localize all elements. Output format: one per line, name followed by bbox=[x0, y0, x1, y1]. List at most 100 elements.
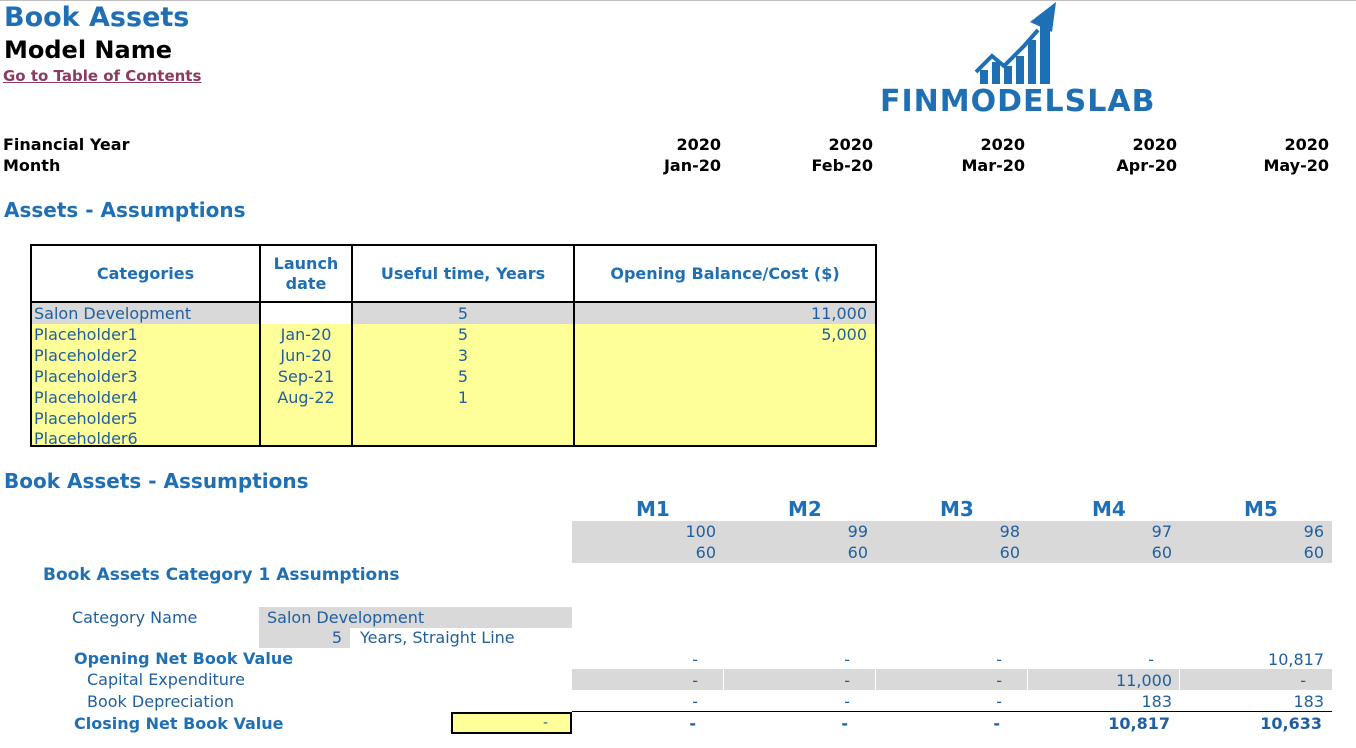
month-cell: May-20 bbox=[1263, 156, 1329, 175]
opening-cell[interactable] bbox=[575, 387, 875, 408]
opening-cell[interactable] bbox=[575, 429, 875, 445]
launch-cell[interactable]: Jun-20 bbox=[261, 345, 351, 366]
capex-cell: - bbox=[1300, 671, 1306, 690]
useful-cell[interactable] bbox=[353, 429, 573, 445]
category-1-title: Book Assets Category 1 Assumptions bbox=[43, 565, 400, 585]
category-cell[interactable]: Placeholder6 bbox=[32, 429, 259, 448]
closing-nbv-cell: - bbox=[689, 714, 696, 733]
table-row: Placeholder1 Jan-20 5 5,000 bbox=[32, 324, 875, 345]
category-cell[interactable]: Salon Development bbox=[32, 303, 259, 324]
opening-nbv-cell: - bbox=[1148, 650, 1154, 669]
month-cell: Apr-20 bbox=[1116, 156, 1177, 175]
useful-cell[interactable]: 1 bbox=[353, 387, 573, 408]
capex-bg bbox=[1180, 669, 1332, 690]
depreciation-cell: - bbox=[996, 692, 1002, 711]
closing-nbv-cell: - bbox=[841, 714, 848, 733]
opening-nbv-cell: - bbox=[996, 650, 1002, 669]
total-separator bbox=[572, 711, 1332, 712]
useful-cell[interactable]: 5 bbox=[353, 303, 573, 324]
opening-cell[interactable] bbox=[575, 345, 875, 366]
category-name-value[interactable]: Salon Development bbox=[259, 607, 572, 628]
category-cell[interactable]: Placeholder5 bbox=[32, 408, 259, 429]
opening-cell[interactable] bbox=[575, 366, 875, 387]
table-row: Placeholder5 bbox=[32, 408, 875, 429]
launch-cell[interactable]: Jan-20 bbox=[261, 324, 351, 345]
useful-cell[interactable] bbox=[353, 408, 573, 429]
opening-nbv-cell: - bbox=[692, 650, 698, 669]
year-cell: 2020 bbox=[980, 135, 1025, 154]
page-title: Book Assets bbox=[4, 2, 190, 33]
useful-cell[interactable]: 5 bbox=[353, 366, 573, 387]
period-label: M5 bbox=[1244, 497, 1278, 521]
useful-cell[interactable]: 3 bbox=[353, 345, 573, 366]
category-cell[interactable]: Placeholder4 bbox=[32, 387, 259, 408]
closing-nbv-cell: 10,633 bbox=[1260, 714, 1322, 733]
col-header-categories: Categories bbox=[96, 263, 195, 283]
capex-bg bbox=[572, 669, 723, 690]
capex-label: Capital Expenditure bbox=[87, 670, 245, 689]
table-row: Placeholder4 Aug-22 1 bbox=[32, 387, 875, 408]
logo-text: FINMODELSLAB bbox=[880, 84, 1156, 119]
launch-cell[interactable] bbox=[261, 303, 351, 324]
opening-nbv-cell: - bbox=[844, 650, 850, 669]
capex-cell: 11,000 bbox=[1116, 671, 1172, 690]
opening-cell[interactable]: 5,000 bbox=[575, 324, 875, 345]
column-divider bbox=[259, 246, 261, 445]
closing-nbv-label: Closing Net Book Value bbox=[74, 714, 284, 733]
logo-chart-icon bbox=[974, 2, 1056, 84]
finmodelslab-logo: FINMODELSLAB bbox=[880, 0, 1180, 119]
table-row: Placeholder6 bbox=[32, 429, 875, 448]
category-cell[interactable]: Placeholder2 bbox=[32, 345, 259, 366]
table-row: Placeholder3 Sep-21 5 bbox=[32, 366, 875, 387]
closing-nbv-cell: 10,817 bbox=[1108, 714, 1170, 733]
helper-row-a-cell: 100 bbox=[685, 522, 716, 541]
capex-bg bbox=[876, 669, 1027, 690]
col-header-opening-balance: Opening Balance/Cost ($) bbox=[610, 263, 840, 283]
month-cell: Jan-20 bbox=[663, 156, 721, 175]
launch-date-header-text: Launch date bbox=[273, 253, 339, 293]
period-label: M1 bbox=[636, 497, 670, 521]
helper-row-b-cell: 60 bbox=[847, 543, 868, 562]
category-cell[interactable]: Placeholder1 bbox=[32, 324, 259, 345]
period-label: M4 bbox=[1092, 497, 1126, 521]
launch-cell[interactable]: Sep-21 bbox=[261, 366, 351, 387]
column-divider bbox=[573, 246, 575, 445]
col-header-useful-time: Useful time, Years bbox=[380, 263, 546, 283]
depreciation-cell: 183 bbox=[1293, 692, 1324, 711]
helper-row-a-cell: 98 bbox=[999, 522, 1020, 541]
useful-years-value[interactable]: 5 bbox=[259, 628, 350, 648]
capex-bg bbox=[1028, 669, 1179, 690]
toc-link[interactable]: Go to Table of Contents bbox=[3, 67, 202, 85]
header-divider bbox=[32, 301, 875, 303]
closing-nbv-input[interactable]: - bbox=[451, 712, 572, 734]
helper-rows-background bbox=[572, 521, 1332, 563]
depreciation-cell: - bbox=[844, 692, 850, 711]
helper-row-a-cell: 96 bbox=[1303, 522, 1324, 541]
top-border bbox=[0, 0, 1356, 1]
helper-row-b-cell: 60 bbox=[1303, 543, 1324, 562]
helper-row-b-cell: 60 bbox=[999, 543, 1020, 562]
launch-cell[interactable] bbox=[261, 408, 351, 429]
launch-cell[interactable] bbox=[261, 429, 351, 445]
year-cell: 2020 bbox=[828, 135, 873, 154]
helper-row-b-cell: 60 bbox=[695, 543, 716, 562]
depreciation-label: Book Depreciation bbox=[87, 692, 234, 711]
assets-section-title: Assets - Assumptions bbox=[4, 198, 246, 222]
table-row: Salon Development 5 11,000 bbox=[32, 303, 875, 324]
helper-row-a-cell: 97 bbox=[1151, 522, 1172, 541]
period-label: M2 bbox=[788, 497, 822, 521]
assets-table: Categories Launch date Useful time, Year… bbox=[30, 244, 877, 448]
depreciation-cell: 183 bbox=[1141, 692, 1172, 711]
useful-cell[interactable]: 5 bbox=[353, 324, 573, 345]
capex-cell: - bbox=[844, 671, 850, 690]
book-assets-section-title: Book Assets - Assumptions bbox=[4, 469, 309, 493]
model-name: Model Name bbox=[4, 36, 172, 64]
launch-cell[interactable]: Aug-22 bbox=[261, 387, 351, 408]
column-divider bbox=[351, 246, 353, 445]
category-cell[interactable]: Placeholder3 bbox=[32, 366, 259, 387]
opening-cell[interactable] bbox=[575, 408, 875, 429]
helper-row-b-cell: 60 bbox=[1151, 543, 1172, 562]
opening-cell[interactable]: 11,000 bbox=[575, 303, 875, 324]
opening-nbv-cell: 10,817 bbox=[1268, 650, 1324, 669]
month-cell: Mar-20 bbox=[961, 156, 1025, 175]
